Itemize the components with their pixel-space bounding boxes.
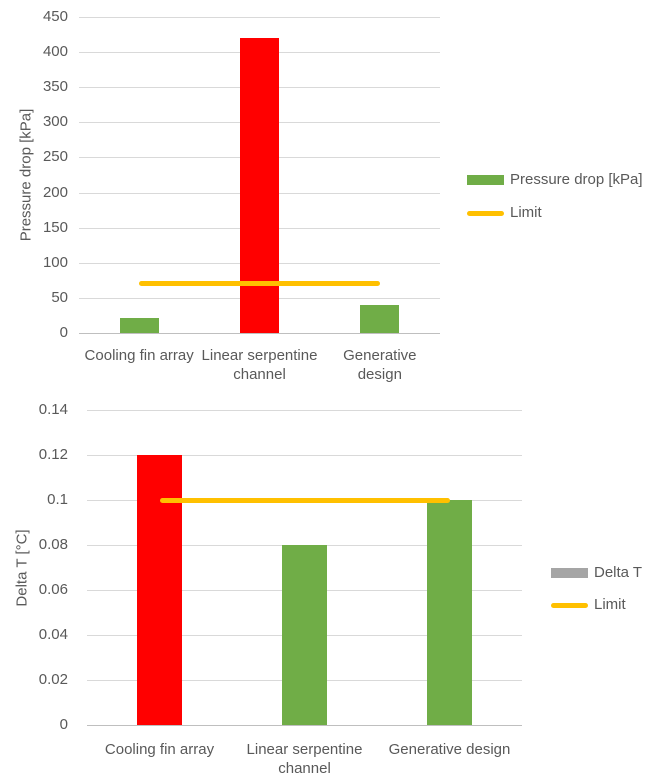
y-tick-label: 0.14 — [38, 401, 68, 418]
x-axis-label-line: Linear serpentine — [201, 347, 318, 364]
bar-linear-serpentine-channel — [240, 38, 279, 333]
bar-cooling-fin-array — [137, 455, 182, 725]
x-axis-label-line: Generative design — [388, 741, 511, 758]
legend-entry-limit: Limit — [551, 596, 626, 614]
x-axis-label-linear-serpentine-channel: Linear serpentine channel — [247, 740, 363, 778]
bar-generative-design — [360, 304, 400, 333]
x-axis-label-line: Generative — [343, 347, 417, 364]
pressure-drop-chart: 0 50 100 150 200 250 300 350 400 450 Pressure drop… — [0, 0, 650, 390]
gridline — [79, 17, 440, 18]
x-axis-label-cooling-fin-array: Cooling fin array — [105, 740, 214, 759]
delta-t-chart: 0 0.02 0.04 0.06 0.08 0.1 0.12 0.14 Delta T [°C]… — [0, 390, 650, 781]
legend-entry-delta-t: Delta T — [551, 564, 642, 582]
y-tick-label: 0.08 — [38, 536, 68, 553]
y-tick-label: 100 — [42, 253, 68, 271]
y-tick-label: 350 — [42, 78, 68, 96]
legend-entry-pressure-drop-kpa: Pressure drop [kPa] — [467, 171, 643, 189]
legend-line-swatch — [551, 602, 588, 608]
x-axis-line — [79, 333, 440, 334]
x-axis-label-generative-design: Generative design — [343, 346, 416, 384]
y-tick-label: 150 — [42, 218, 68, 236]
y-axis-title: Pressure drop [kPa] — [17, 108, 35, 242]
limit-line — [139, 281, 380, 287]
x-axis-label-generative-design: Generative design — [389, 740, 511, 759]
x-axis-line — [87, 725, 522, 726]
bar-generative-design — [427, 500, 472, 725]
y-tick-label: 0 — [59, 716, 68, 733]
legend-color-swatch — [467, 175, 504, 185]
legend-color-swatch — [551, 568, 588, 578]
bar-linear-serpentine-channel — [282, 545, 327, 725]
x-axis-label-line: Linear serpentine — [246, 741, 363, 758]
x-axis-label-line: channel — [233, 366, 286, 383]
bar-cooling-fin-array — [119, 317, 159, 333]
x-axis-label-linear-serpentine-channel: Linear serpentine channel — [202, 346, 318, 384]
x-axis-label-line: design — [357, 366, 402, 383]
legend-label: Pressure drop [kPa] — [510, 171, 643, 188]
y-tick-label: 0.04 — [38, 626, 68, 643]
legend-label: Limit — [594, 596, 626, 613]
y-axis-title: Delta T [°C] — [13, 528, 31, 607]
x-axis-label-line: Cooling fin array — [84, 347, 194, 364]
legend-line-swatch — [467, 210, 504, 216]
y-tick-label: 50 — [51, 288, 68, 306]
y-tick-label: 0 — [59, 324, 68, 341]
legend-label: Delta T — [594, 564, 643, 581]
y-tick-label: 450 — [42, 8, 68, 25]
limit-line — [159, 497, 450, 503]
x-axis-label-line: channel — [278, 760, 331, 777]
x-axis-label-line: Cooling fin array — [104, 741, 215, 758]
y-tick-label: 400 — [42, 43, 68, 61]
legend-entry-limit: Limit — [467, 204, 542, 222]
y-tick-label: 200 — [42, 183, 68, 201]
y-tick-label: 0.02 — [38, 671, 68, 688]
legend-label: Limit — [510, 204, 542, 221]
x-axis-label-cooling-fin-array: Cooling fin array — [85, 346, 194, 365]
gridline — [87, 455, 522, 456]
y-tick-label: 250 — [42, 148, 68, 166]
gridline — [87, 410, 522, 411]
y-tick-label: 0.12 — [38, 446, 68, 463]
y-tick-label: 0.06 — [38, 581, 68, 598]
y-tick-label: 0.1 — [47, 491, 68, 508]
y-tick-label: 300 — [42, 113, 68, 131]
